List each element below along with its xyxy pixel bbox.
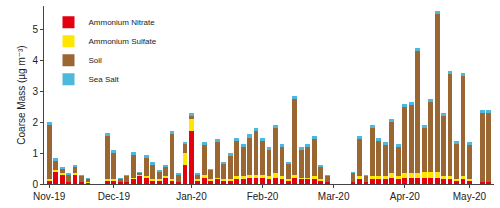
svg-text:5: 5 [32,24,38,35]
svg-text:Ammonium Nitrate: Ammonium Nitrate [89,18,156,27]
svg-text:Nov-19: Nov-19 [33,191,66,202]
svg-text:4: 4 [32,55,38,66]
svg-text:Apr-20: Apr-20 [390,191,420,202]
svg-text:Ammonium Sulfate: Ammonium Sulfate [89,37,157,46]
svg-text:May-20: May-20 [453,191,487,202]
svg-text:0: 0 [32,179,38,190]
svg-text:2: 2 [32,117,38,128]
svg-text:1: 1 [32,148,38,159]
svg-text:Dec-19: Dec-19 [98,191,131,202]
svg-text:Mar-20: Mar-20 [318,191,350,202]
svg-text:Jan-20: Jan-20 [176,191,207,202]
svg-text:Sea Salt: Sea Salt [89,75,120,84]
svg-text:3: 3 [32,86,38,97]
svg-text:Soil: Soil [89,56,103,65]
svg-text:Feb-20: Feb-20 [247,191,279,202]
svg-text:Coarse Mass (µg m⁻³): Coarse Mass (µg m⁻³) [16,45,27,144]
